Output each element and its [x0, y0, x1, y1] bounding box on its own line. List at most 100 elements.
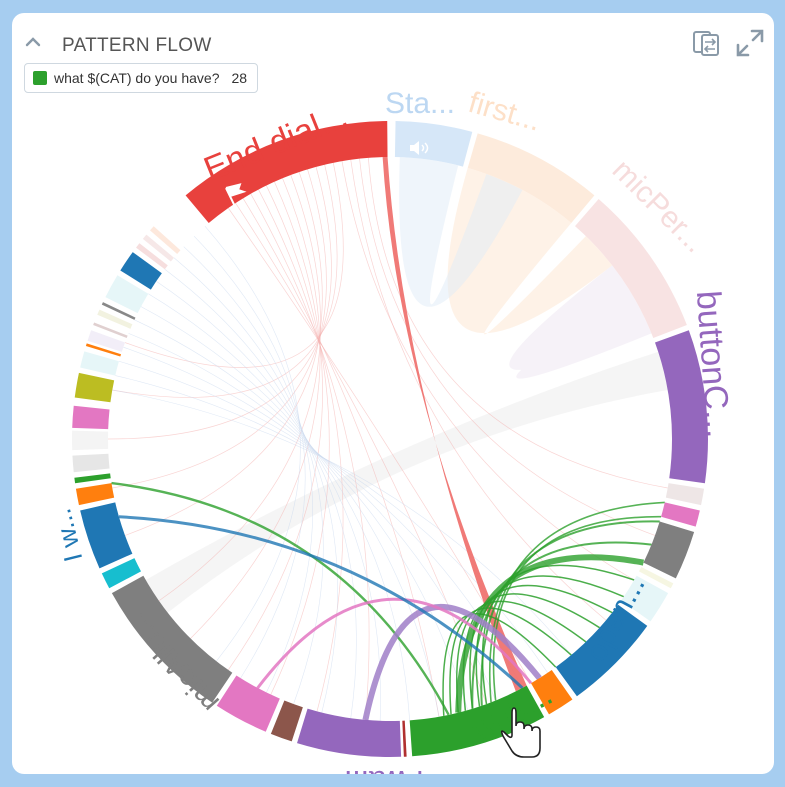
green-chord	[489, 501, 665, 703]
arc-label-first: first...	[465, 86, 545, 138]
hover-tooltip: what $(CAT) do you have? 28	[24, 63, 259, 93]
arc-iwa[interactable]	[297, 708, 402, 757]
faint-chord	[173, 257, 324, 705]
arc-s16[interactable]	[74, 372, 115, 403]
arc-s11[interactable]	[75, 483, 115, 506]
arc-micallo[interactable]	[111, 575, 233, 703]
ribbon-button-micallo	[145, 351, 668, 613]
arc-s8[interactable]	[270, 700, 303, 742]
faint-chord	[112, 169, 327, 489]
arc-s25[interactable]	[136, 243, 168, 270]
faint-chord	[193, 235, 306, 679]
flag-icon	[225, 183, 247, 209]
highlighted-ribbons	[111, 157, 665, 721]
green-chord	[462, 593, 600, 711]
pattern-flow-widget: PATTERN FLOW what $(CAT) do you have? 28…	[12, 13, 774, 774]
faint-chord	[368, 157, 668, 489]
arc-s10[interactable]	[101, 558, 142, 589]
faint-chord	[115, 375, 548, 673]
arc-s23[interactable]	[105, 275, 149, 314]
green-chord	[456, 600, 587, 713]
faint-chord	[134, 319, 440, 717]
arc-s4[interactable]	[638, 567, 674, 589]
faint-chord	[112, 389, 572, 656]
faint-chord	[242, 198, 440, 717]
arc-s22[interactable]	[101, 302, 136, 320]
green-chord	[469, 584, 613, 709]
arc-s9[interactable]	[216, 675, 280, 732]
expand-icon[interactable]	[734, 27, 766, 59]
arc-s21[interactable]	[97, 309, 133, 329]
arc-s2[interactable]	[661, 502, 700, 527]
swap-icon[interactable]	[690, 27, 722, 59]
faint-ribbons	[107, 157, 668, 721]
arc-s1[interactable]	[665, 483, 705, 506]
ribbon-start	[399, 157, 523, 307]
arc-s18[interactable]	[85, 343, 122, 357]
green-chord	[471, 541, 652, 709]
arc-labels: End dial... Sta... first...micPer...button…	[46, 86, 737, 774]
tooltip-count: 28	[231, 70, 248, 86]
arc-s13[interactable]	[72, 453, 110, 473]
arc-segments	[71, 121, 708, 757]
ribbon-micper	[509, 265, 652, 379]
arc-s17[interactable]	[80, 351, 119, 376]
arc-icons	[225, 141, 429, 209]
arc-open[interactable]	[555, 604, 648, 697]
arc-s19[interactable]	[87, 330, 126, 352]
arc-button[interactable]	[654, 330, 708, 484]
faint-chord	[164, 269, 338, 713]
arc-s3[interactable]	[643, 521, 695, 579]
faint-chord	[227, 181, 323, 671]
arc-first[interactable]	[467, 133, 595, 223]
arc-s5[interactable]	[621, 575, 669, 622]
arc-label-start: Sta...	[385, 87, 455, 120]
purple-chord	[362, 603, 542, 721]
arc-iw[interactable]	[80, 502, 133, 569]
faint-chord	[266, 185, 330, 695]
widget-title: PATTERN FLOW	[62, 35, 212, 56]
speaker-icon	[410, 141, 429, 155]
arc-s7[interactable]	[402, 720, 407, 757]
faint-chord	[128, 333, 469, 711]
arc-end[interactable]	[185, 121, 388, 223]
faint-chord	[112, 164, 338, 398]
faint-chord	[107, 166, 332, 440]
arc-micper[interactable]	[575, 199, 687, 338]
arc-start[interactable]	[394, 121, 473, 167]
faint-chord	[156, 281, 357, 719]
faint-chord	[124, 171, 323, 536]
blue-chord	[118, 515, 524, 690]
hand-cursor-icon	[500, 707, 541, 758]
faint-chord	[359, 158, 656, 536]
faint-chord	[183, 246, 313, 693]
green-chord	[481, 564, 635, 705]
faint-chord	[148, 293, 381, 721]
green-chord	[449, 607, 572, 715]
tooltip-label: what $(CAT) do you have?	[54, 70, 220, 86]
tooltip-swatch	[33, 71, 47, 85]
arc-s14[interactable]	[71, 430, 109, 451]
green-chord	[492, 515, 662, 701]
arc-s6[interactable]	[531, 670, 573, 715]
chevron-up-icon[interactable]	[22, 31, 44, 53]
arc-s27[interactable]	[150, 226, 181, 254]
faint-chord	[204, 225, 301, 662]
arc-label-iwa: I wa...	[344, 764, 424, 774]
faint-chord	[258, 189, 344, 712]
chord-diagram: End dial... Sta... first...micPer...button…	[46, 86, 737, 774]
faint-chord	[190, 178, 321, 639]
arc-what[interactable]	[409, 685, 545, 757]
arc-s24[interactable]	[120, 252, 162, 290]
arc-s15[interactable]	[72, 405, 110, 430]
arc-s20[interactable]	[93, 322, 128, 338]
faint-chord	[350, 159, 607, 621]
arc-s26[interactable]	[142, 234, 174, 262]
faint-chord	[341, 161, 635, 581]
faint-chord	[124, 162, 344, 368]
pink-chord	[256, 597, 533, 689]
arc-s12[interactable]	[74, 473, 111, 484]
faint-chord	[250, 193, 370, 720]
faint-chord	[140, 306, 410, 721]
hand-cursor-shape	[500, 707, 541, 758]
